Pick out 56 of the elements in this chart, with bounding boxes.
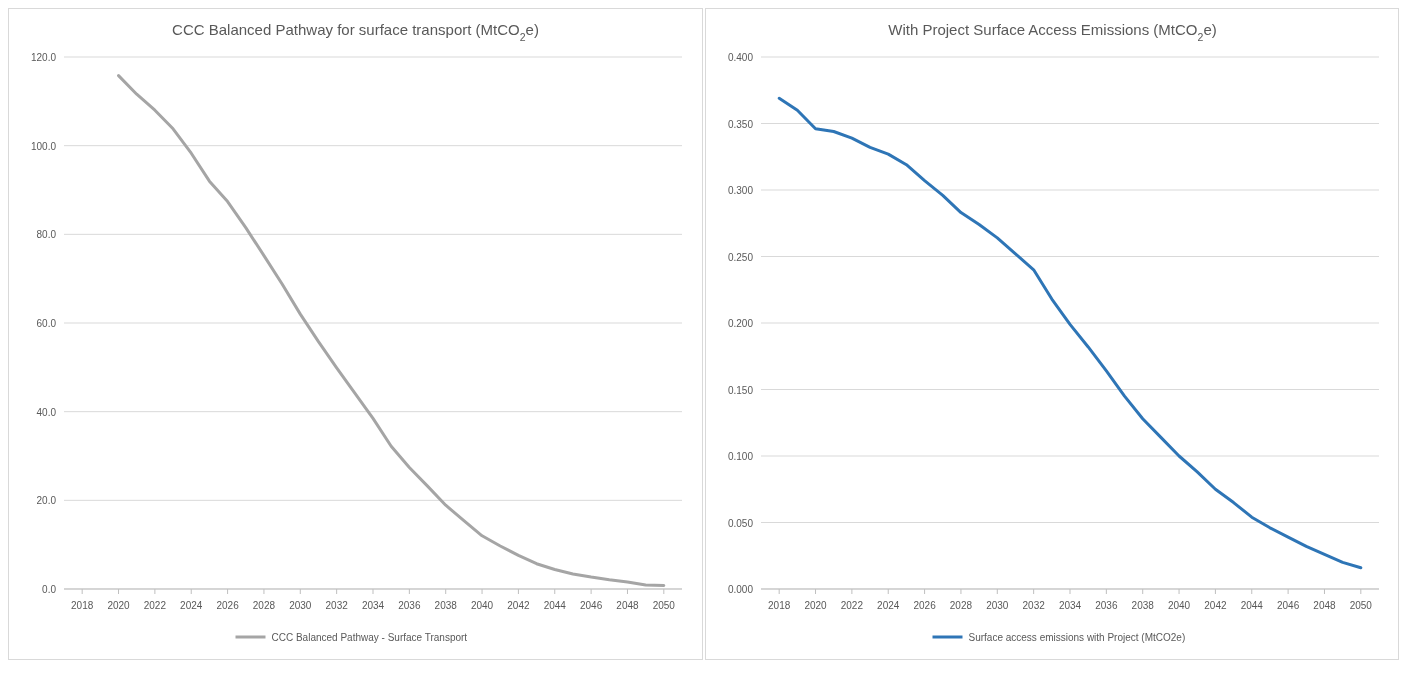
x-tick-label: 2050 (652, 600, 676, 611)
x-tick-label: 2038 (1131, 600, 1154, 611)
x-tick-label: 2026 (912, 600, 936, 611)
y-tick-label: 0.250 (727, 251, 753, 263)
y-tick-label: 40.0 (36, 406, 57, 418)
x-tick-label: 2024 (876, 600, 900, 611)
x-tick-label: 2050 (1349, 600, 1372, 611)
y-tick-label: 20.0 (36, 495, 57, 507)
y-tick-label: 0.200 (727, 318, 753, 329)
x-tick-label: 2022 (840, 600, 863, 611)
y-tick-label: 0.0 (42, 584, 57, 595)
legend-label: CCC Balanced Pathway - Surface Transport (271, 632, 468, 643)
y-tick-label: 120.0 (30, 52, 57, 63)
x-tick-label: 2048 (616, 600, 640, 611)
x-tick-label: 2030 (985, 600, 1009, 611)
x-tick-label: 2044 (543, 600, 567, 611)
y-tick-label: 0.350 (727, 118, 753, 130)
y-tick-label: 0.400 (727, 52, 753, 63)
y-tick-label: 60.0 (36, 318, 57, 329)
x-tick-label: 2028 (252, 600, 276, 611)
x-tick-label: 2028 (949, 600, 972, 611)
x-tick-label: 2044 (1240, 600, 1263, 611)
x-tick-label: 2034 (1058, 600, 1082, 611)
x-tick-label: 2032 (325, 600, 349, 611)
x-tick-label: 2034 (361, 600, 385, 611)
x-tick-label: 2024 (180, 600, 203, 611)
y-tick-label: 100.0 (30, 140, 57, 152)
x-tick-label: 2030 (289, 600, 312, 611)
chart-title: With Project Surface Access Emissions (MtCO$_{2}$e) (887, 21, 1217, 43)
x-tick-label: 2018 (71, 600, 94, 611)
x-tick-label: 2022 (143, 600, 167, 611)
y-tick-label: 0.300 (727, 185, 753, 196)
x-tick-label: 2040 (470, 600, 494, 611)
x-tick-label: 2036 (398, 600, 421, 611)
y-tick-label: 0.050 (727, 517, 753, 529)
x-tick-label: 2020 (107, 600, 131, 611)
x-tick-label: 2040 (1167, 600, 1191, 611)
line-series (117, 74, 666, 587)
x-tick-label: 2018 (767, 600, 791, 611)
x-tick-label: 2026 (216, 600, 240, 611)
x-tick-label: 2046 (579, 600, 603, 611)
line-series (777, 96, 1362, 570)
y-tick-label: 0.000 (727, 584, 753, 595)
x-tick-label: 2042 (507, 600, 530, 611)
y-tick-label: 0.100 (727, 451, 753, 462)
x-tick-label: 2046 (1276, 600, 1300, 611)
y-tick-label: 80.0 (36, 229, 57, 241)
x-tick-label: 2042 (1203, 600, 1227, 611)
x-tick-label: 2020 (803, 600, 827, 611)
x-tick-label: 2036 (1094, 600, 1118, 611)
y-tick-label: 0.150 (727, 384, 753, 396)
x-tick-label: 2048 (1312, 600, 1336, 611)
x-tick-label: 2032 (1022, 600, 1045, 611)
x-tick-label: 2038 (434, 600, 458, 611)
chart-title: CCC Balanced Pathway for surface transport (MtCO$_{2}$e) (172, 21, 539, 43)
legend-label: Surface access emissions with Project (MtCO2e) (968, 632, 1185, 643)
